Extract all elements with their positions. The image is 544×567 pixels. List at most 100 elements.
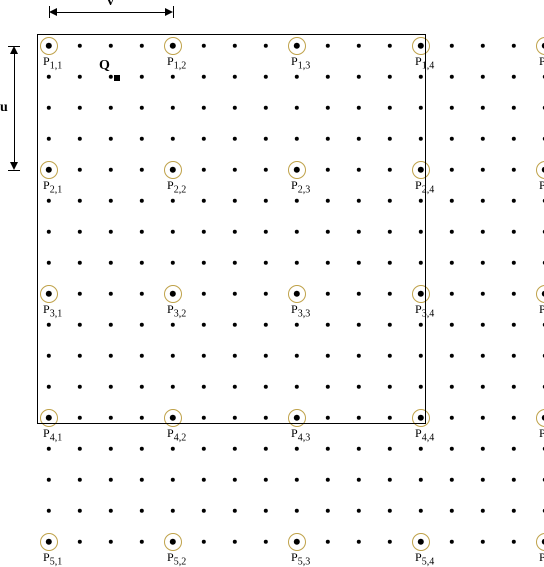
grid-dot [78, 540, 82, 544]
dim-line-v [55, 12, 167, 13]
grid-dot [450, 106, 454, 110]
grid-dot [264, 540, 268, 544]
grid-dot [140, 478, 144, 482]
grid-dot [47, 478, 51, 482]
grid-dot [481, 478, 485, 482]
grid-dot [419, 478, 423, 482]
grid-dot [326, 509, 330, 513]
control-label: P5,2 [167, 550, 186, 567]
grid-dot [388, 478, 392, 482]
grid-dot [481, 540, 485, 544]
grid-dot [109, 509, 113, 513]
grid-dot [512, 230, 516, 234]
control-ring [536, 285, 544, 303]
grid-dot [450, 75, 454, 79]
grid-dot [140, 509, 144, 513]
grid-dot [450, 230, 454, 234]
grid-dot [171, 478, 175, 482]
control-ring [536, 409, 544, 427]
arrowhead [10, 46, 18, 54]
grid-dot [450, 168, 454, 172]
grid-dot [481, 106, 485, 110]
control-label: P3,5 [539, 302, 544, 319]
grid-dot [481, 261, 485, 265]
control-label: P5,4 [415, 550, 434, 567]
grid-dot [233, 447, 237, 451]
q-label: Q [99, 58, 110, 74]
grid-dot [450, 416, 454, 420]
grid-dot [326, 478, 330, 482]
control-label: P2,5 [539, 178, 544, 195]
grid-dot [419, 447, 423, 451]
control-ring [40, 533, 58, 551]
grid-dot [357, 447, 361, 451]
grid-dot [512, 75, 516, 79]
grid-dot [78, 478, 82, 482]
grid-dot [481, 292, 485, 296]
grid-dot [512, 447, 516, 451]
grid-dot [109, 540, 113, 544]
grid-dot [481, 385, 485, 389]
control-ring [288, 533, 306, 551]
grid-dot [171, 447, 175, 451]
grid-dot [47, 447, 51, 451]
control-label: P4,1 [43, 426, 62, 443]
grid-dot [233, 478, 237, 482]
grid-dot [140, 447, 144, 451]
control-label: P4,2 [167, 426, 186, 443]
control-label: P4,5 [539, 426, 544, 443]
grid-dot [512, 540, 516, 544]
grid-dot [140, 540, 144, 544]
grid-dot [202, 540, 206, 544]
grid-dot [512, 137, 516, 141]
grid-dot [357, 478, 361, 482]
grid-dot [109, 478, 113, 482]
grid-dot [481, 354, 485, 358]
control-label: P4,3 [291, 426, 310, 443]
control-ring [412, 533, 430, 551]
grid-dot [450, 478, 454, 482]
grid-dot [481, 137, 485, 141]
grid-dot [450, 385, 454, 389]
grid-dot [357, 540, 361, 544]
grid-dot [295, 447, 299, 451]
grid-dot [512, 416, 516, 420]
grid-dot [450, 292, 454, 296]
grid-dot [512, 106, 516, 110]
grid-dot [295, 509, 299, 513]
grid-dot [512, 44, 516, 48]
grid-dot [512, 323, 516, 327]
grid-dot [481, 168, 485, 172]
grid-dot [202, 447, 206, 451]
grid-dot [450, 261, 454, 265]
dim-line-u [14, 52, 15, 164]
grid-dot [450, 540, 454, 544]
grid-dot [512, 261, 516, 265]
grid-dot [481, 416, 485, 420]
grid-dot [512, 478, 516, 482]
grid-dot [512, 199, 516, 203]
grid-dot [481, 447, 485, 451]
dim-label-v: v [107, 0, 114, 10]
grid-dot [512, 292, 516, 296]
grid-dot [481, 75, 485, 79]
control-ring [536, 533, 544, 551]
grid-dot [388, 509, 392, 513]
grid-dot [512, 354, 516, 358]
grid-dot [450, 323, 454, 327]
grid-dot [295, 478, 299, 482]
grid-dot [326, 447, 330, 451]
grid-dot [388, 447, 392, 451]
dim-label-u: u [0, 100, 8, 116]
control-ring [536, 161, 544, 179]
control-label: P4,4 [415, 426, 434, 443]
grid-dot [357, 509, 361, 513]
q-point [114, 75, 120, 81]
grid-dot [419, 509, 423, 513]
control-label: P1,5 [539, 54, 544, 71]
arrowhead [10, 162, 18, 170]
grid-dot [233, 540, 237, 544]
grid-dot [481, 323, 485, 327]
grid-dot [264, 447, 268, 451]
grid-dot [78, 447, 82, 451]
